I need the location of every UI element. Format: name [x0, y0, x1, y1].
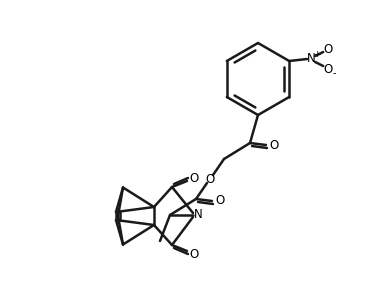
- Text: O: O: [270, 138, 279, 151]
- Text: O: O: [189, 248, 199, 260]
- Text: O: O: [323, 43, 333, 56]
- Text: +: +: [313, 49, 320, 59]
- Text: O: O: [189, 171, 199, 185]
- Text: -: -: [332, 68, 336, 78]
- Text: O: O: [323, 63, 333, 76]
- Text: O: O: [205, 173, 214, 186]
- Text: N: N: [307, 51, 316, 64]
- Text: O: O: [215, 195, 224, 208]
- Text: N: N: [194, 208, 203, 221]
